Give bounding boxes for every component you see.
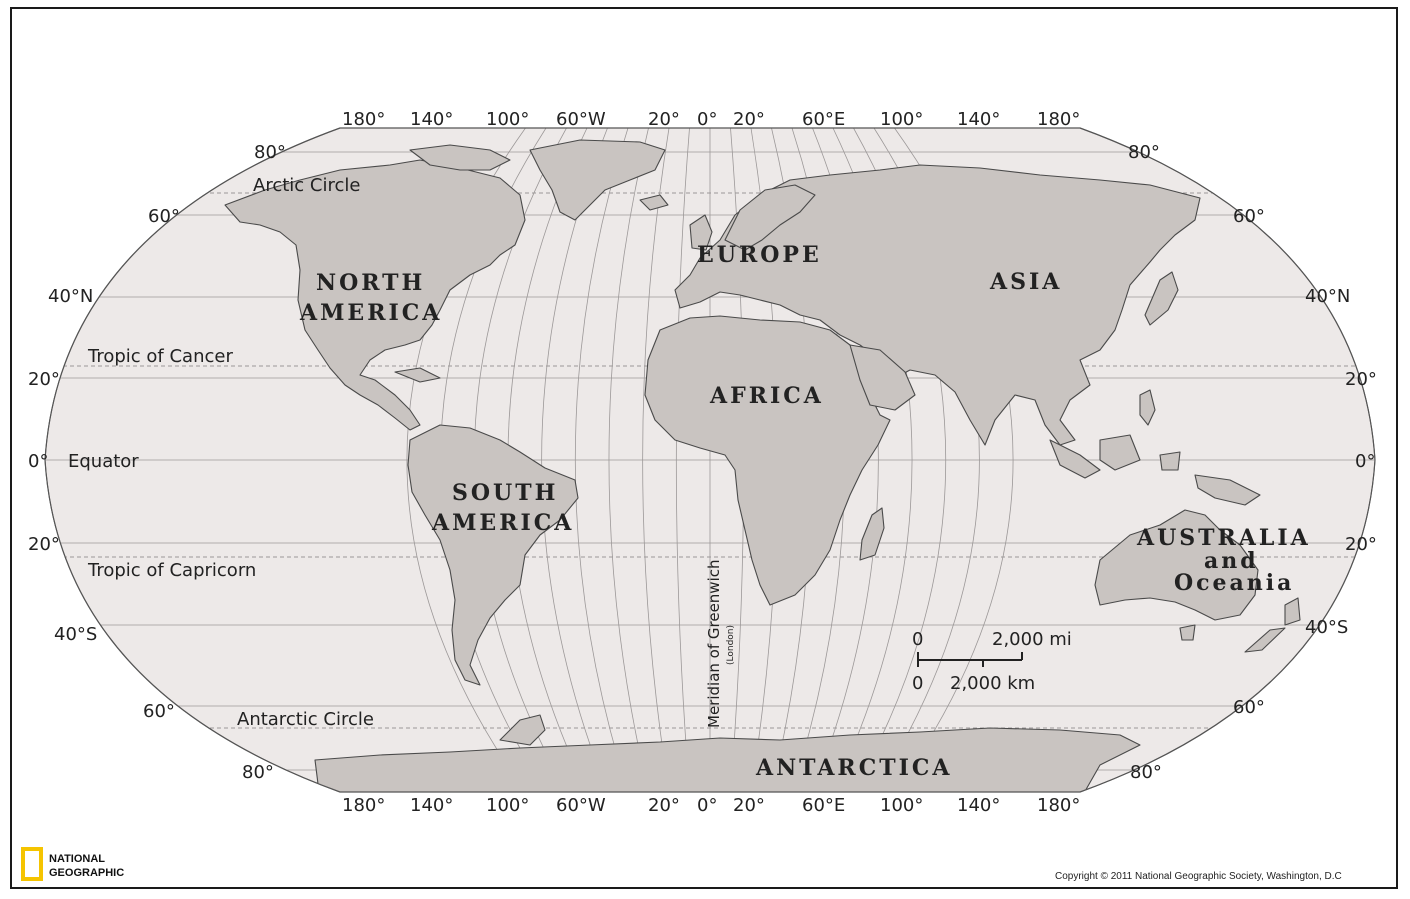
landmasses bbox=[224, 139, 1301, 792]
logo-line1: NATIONAL bbox=[49, 853, 105, 865]
land-antarctic-peninsula bbox=[499, 714, 546, 746]
lon-label-bottom: 20° bbox=[733, 795, 765, 816]
lat-label-right: 60° bbox=[1233, 697, 1265, 718]
lon-label-bottom: 100° bbox=[486, 795, 529, 816]
land-british-isles bbox=[689, 214, 713, 251]
scale-km-zero: 0 bbox=[912, 673, 923, 694]
lon-label-top: 100° bbox=[486, 109, 529, 130]
map-frame bbox=[10, 7, 1398, 889]
latitude-labels-right: 80° 60° 40°N 20° 0° 20° 40°S 60° 80° bbox=[1128, 142, 1377, 783]
lat-label-left: 20° bbox=[28, 534, 60, 555]
lat-label-right: 20° bbox=[1345, 534, 1377, 555]
continent-australia-line3: Oceania bbox=[1174, 570, 1294, 596]
lon-label-top: 60°W bbox=[556, 109, 606, 130]
land-eurasia bbox=[674, 164, 1201, 446]
land-tasmania bbox=[1179, 624, 1196, 641]
scale-bar: 0 2,000 mi 0 2,000 km bbox=[912, 629, 1072, 694]
land-iceland bbox=[639, 194, 669, 211]
land-new-zealand bbox=[1244, 597, 1301, 653]
lat-label-right: 40°S bbox=[1305, 617, 1348, 638]
land-africa bbox=[644, 315, 891, 606]
lon-label-top: 180° bbox=[342, 109, 385, 130]
lon-label-bottom: 20° bbox=[648, 795, 680, 816]
lat-label-right: 80° bbox=[1128, 142, 1160, 163]
lat-label-left: 0° bbox=[28, 451, 48, 472]
lon-label-bottom: 140° bbox=[957, 795, 1000, 816]
lat-label-left: 20° bbox=[28, 369, 60, 390]
lat-label-right: 40°N bbox=[1305, 286, 1350, 307]
land-australia bbox=[1094, 509, 1259, 621]
land-south-america bbox=[407, 424, 579, 686]
continent-australia-line2: and bbox=[1204, 548, 1259, 574]
lon-label-top: 20° bbox=[648, 109, 680, 130]
lat-label-left: 40°S bbox=[54, 624, 97, 645]
arctic-circle-label: Arctic Circle bbox=[253, 175, 360, 196]
equator-label: Equator bbox=[68, 451, 139, 472]
lat-label-right: 60° bbox=[1233, 206, 1265, 227]
logo-line2: GEOGRAPHIC bbox=[49, 867, 124, 879]
lon-label-top: 140° bbox=[410, 109, 453, 130]
lon-label-bottom: 180° bbox=[342, 795, 385, 816]
lon-label-top: 100° bbox=[880, 109, 923, 130]
lon-label-bottom: 60°E bbox=[802, 795, 845, 816]
land-indonesia bbox=[1049, 434, 1181, 479]
lon-label-top: 140° bbox=[957, 109, 1000, 130]
copyright-text: Copyright © 2011 National Geographic Soc… bbox=[1055, 871, 1342, 882]
lon-label-bottom: 0° bbox=[697, 795, 717, 816]
lat-label-right: 80° bbox=[1130, 762, 1162, 783]
land-north-america bbox=[224, 159, 526, 431]
scale-km-value: 2,000 km bbox=[950, 673, 1035, 694]
longitude-labels-bottom: 180° 140° 100° 60°W 20° 0° 20° 60°E 100°… bbox=[342, 795, 1080, 816]
meridian-sub-label: (London) bbox=[726, 625, 736, 665]
lat-label-left: 80° bbox=[242, 762, 274, 783]
lon-label-top: 60°E bbox=[802, 109, 845, 130]
lat-label-left: 60° bbox=[143, 701, 175, 722]
continent-antarctica: ANTARCTICA bbox=[755, 755, 952, 781]
land-scandinavia bbox=[724, 184, 816, 251]
continent-australia-line1: AUSTRALIA bbox=[1136, 525, 1311, 551]
lat-label-left: 40°N bbox=[48, 286, 93, 307]
lon-label-bottom: 100° bbox=[880, 795, 923, 816]
land-japan bbox=[1144, 271, 1179, 326]
continent-south-america-line1: SOUTH bbox=[452, 480, 558, 506]
lon-label-top: 0° bbox=[697, 109, 717, 130]
scale-mi-zero: 0 bbox=[912, 629, 923, 650]
lat-label-right: 20° bbox=[1345, 369, 1377, 390]
land-philippines bbox=[1139, 389, 1156, 426]
land-new-guinea bbox=[1194, 474, 1261, 506]
latitude-labels-left: 80° 60° 40°N 20° 0° 20° 40°S 60° 80° bbox=[28, 142, 286, 783]
lon-label-top: 180° bbox=[1037, 109, 1080, 130]
continent-north-america-line2: AMERICA bbox=[299, 300, 442, 326]
lon-label-bottom: 60°W bbox=[556, 795, 606, 816]
continent-asia: ASIA bbox=[989, 269, 1062, 295]
lon-label-bottom: 180° bbox=[1037, 795, 1080, 816]
continent-north-america-line1: NORTH bbox=[316, 270, 425, 296]
land-greenland bbox=[529, 139, 666, 221]
globe-outline bbox=[44, 127, 1376, 793]
national-geographic-logo: NATIONAL GEOGRAPHIC bbox=[21, 847, 124, 881]
lat-label-right: 0° bbox=[1355, 451, 1375, 472]
longitude-labels-top: 180° 140° 100° 60°W 20° 0° 20° 60°E 100°… bbox=[342, 109, 1080, 130]
continent-south-america-line2: AMERICA bbox=[431, 510, 574, 536]
lon-label-bottom: 140° bbox=[410, 795, 453, 816]
lat-label-left: 80° bbox=[254, 142, 286, 163]
tropic-of-capricorn-label: Tropic of Capricorn bbox=[87, 560, 256, 581]
land-antarctica bbox=[314, 727, 1141, 792]
tropic-of-cancer-label: Tropic of Cancer bbox=[87, 346, 233, 367]
continent-europe: EUROPE bbox=[697, 242, 822, 268]
lon-label-top: 20° bbox=[733, 109, 765, 130]
continent-africa: AFRICA bbox=[709, 383, 824, 409]
land-arctic-islands bbox=[409, 144, 511, 171]
lat-label-left: 60° bbox=[148, 206, 180, 227]
meridian-label: Meridian of Greenwich bbox=[705, 559, 723, 728]
antarctic-circle-label: Antarctic Circle bbox=[237, 709, 374, 730]
land-arabia bbox=[849, 344, 916, 411]
land-cuba bbox=[394, 367, 441, 383]
scale-mi-value: 2,000 mi bbox=[992, 629, 1072, 650]
land-madagascar bbox=[859, 507, 885, 561]
